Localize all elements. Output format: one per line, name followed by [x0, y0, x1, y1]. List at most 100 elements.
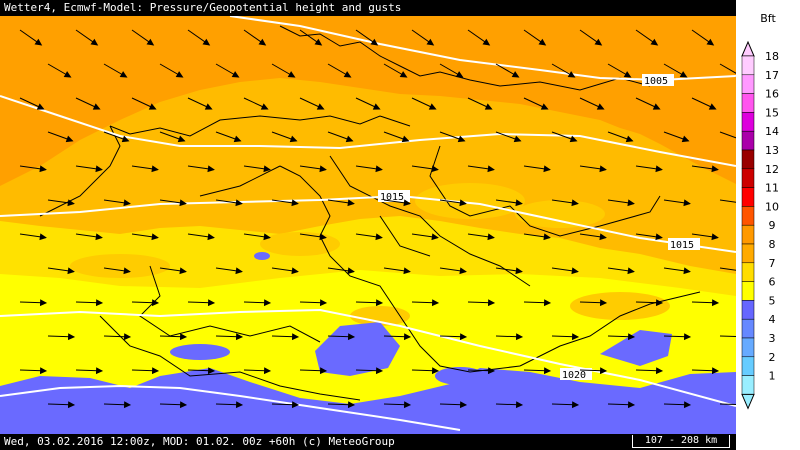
wind-arrow	[719, 131, 736, 139]
wind-arrow-head	[95, 299, 104, 307]
legend-label: 6	[769, 276, 776, 289]
wind-arrow-head	[67, 267, 75, 275]
wind-arrow-head	[403, 199, 411, 207]
wind-arrow-head	[39, 367, 48, 375]
isobar-labels: 1005 1015 1015 1020	[378, 74, 700, 381]
wind-arrow-head	[401, 135, 410, 143]
wind-arrow-head	[39, 165, 47, 173]
wind-arrow-head	[627, 333, 636, 341]
wind-arrow-head	[515, 401, 524, 409]
legend-swatch	[741, 55, 755, 76]
wind-arrow-head	[375, 367, 384, 375]
wind-arrow-head	[121, 135, 130, 143]
wind-arrow-head	[260, 103, 269, 110]
wind-arrow-head	[67, 401, 76, 409]
wind-arrow-head	[650, 38, 659, 46]
wind-arrow-head	[372, 103, 381, 110]
wind-arrow-head	[459, 333, 468, 341]
field-bft5	[0, 252, 736, 434]
legend-swatch	[741, 318, 755, 339]
wind-arrow-head	[316, 103, 325, 110]
wind-arrow-head	[627, 267, 635, 275]
legend-swatch	[741, 281, 755, 301]
wind-arrow-head	[39, 233, 47, 241]
wind-arrow-head	[459, 199, 467, 207]
wind-arrow-head	[403, 267, 411, 275]
wind-arrow-head	[683, 333, 692, 341]
legend-swatch	[741, 206, 755, 226]
legend-swatch	[741, 262, 755, 282]
wind-arrow-head	[569, 135, 578, 143]
wind-arrow-head	[623, 71, 632, 78]
wind-arrow-head	[151, 367, 160, 375]
legend-label: 10	[765, 200, 779, 213]
wind-arrow-head	[179, 333, 188, 341]
wind-arrow-head	[119, 71, 128, 78]
wind-arrow-head	[655, 165, 663, 173]
wind-arrow-head	[594, 38, 603, 46]
wind-arrow-head	[403, 401, 412, 409]
wind-arrow-head	[39, 299, 48, 307]
wind-arrow-head	[711, 233, 719, 241]
legend-label: 14	[765, 125, 779, 138]
wind-arrow-head	[287, 71, 296, 78]
legend-label: 15	[765, 106, 779, 119]
wind-arrow-head	[706, 38, 715, 46]
wind-arrow-head	[375, 299, 384, 307]
legend-swatch	[741, 149, 755, 170]
isobar-1020	[0, 384, 461, 431]
wind-arrow-head	[655, 299, 664, 307]
legend: Bft 18 17 16 15 14 13 12 11 10 9 8 7 6 5 4 3 2 1	[736, 0, 800, 450]
wind-arrow-head	[652, 103, 661, 110]
legend-scale: 18 17 16 15 14 13 12 11 10 9 8 7 6 5 4 3 2 1	[741, 40, 779, 410]
wind-arrow-head	[370, 38, 379, 46]
legend-label: 18	[765, 50, 779, 63]
field-bft9	[0, 16, 736, 186]
wind-arrow-head	[599, 165, 607, 173]
legend-label: 12	[765, 163, 779, 176]
legend-swatch	[741, 375, 755, 395]
legend-label: 13	[765, 144, 779, 157]
wind-arrow-head	[151, 299, 160, 307]
legend-label: 17	[765, 69, 779, 82]
wind-arrow-head	[179, 267, 187, 275]
wind-arrow-head	[347, 401, 356, 409]
wind-arrow-head	[177, 135, 186, 143]
legend-label: 3	[769, 332, 776, 345]
wind-arrow-head	[375, 233, 383, 241]
wind-arrow-head	[263, 299, 272, 307]
legend-arrow-down	[741, 393, 755, 410]
wind-arrow-head	[235, 401, 244, 409]
wind-arrow-head	[513, 135, 522, 143]
legend-label: 5	[769, 294, 776, 307]
wind-arrow-head	[67, 199, 75, 207]
wind-arrow-head	[711, 165, 719, 173]
wind-arrow-head	[207, 233, 215, 241]
wind-arrow-head	[375, 165, 383, 173]
wind-arrow-head	[204, 103, 213, 110]
isobar-label-1015-a: 1015	[380, 192, 404, 203]
scale-label: 107 - 208 km	[644, 435, 718, 446]
wind-arrow-head	[263, 165, 271, 173]
wind-arrow-head	[571, 401, 580, 409]
wind-arrow-head	[148, 103, 157, 110]
legend-label: 11	[765, 182, 779, 195]
wind-arrow-head	[511, 71, 520, 78]
wind-arrow-head	[235, 199, 243, 207]
legend-swatch	[741, 337, 755, 358]
wind-arrow-head	[95, 367, 104, 375]
wind-arrow-head	[538, 38, 547, 46]
wind-arrow-head	[95, 233, 103, 241]
wind-arrow-head	[175, 71, 184, 78]
isobar-label-1020: 1020	[562, 370, 586, 381]
wind-arrow-head	[319, 367, 328, 375]
wind-arrow-head	[431, 299, 440, 307]
wind-arrow-head	[347, 199, 355, 207]
wind-arrow-head	[399, 71, 408, 78]
legend-swatch	[741, 74, 755, 94]
wind-arrow-head	[431, 233, 439, 241]
wind-arrow	[719, 63, 736, 74]
legend-unit: Bft	[760, 12, 776, 25]
legend-swatch	[741, 187, 755, 207]
legend-swatch	[741, 168, 755, 188]
